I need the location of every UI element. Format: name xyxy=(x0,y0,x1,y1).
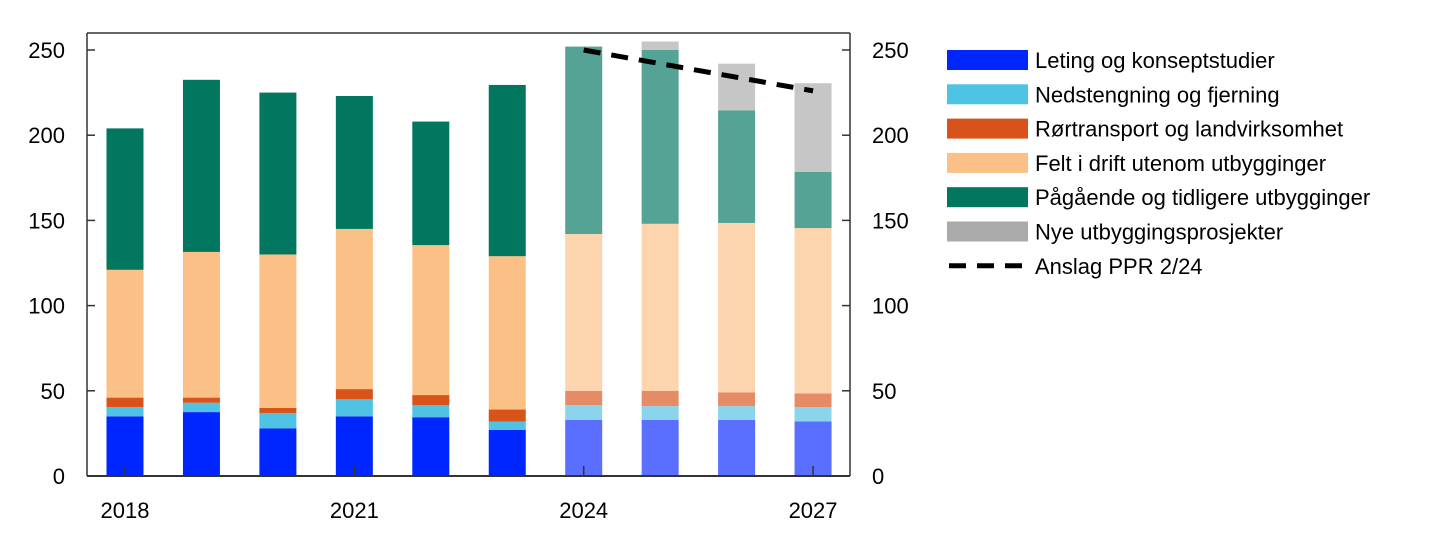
legend-label-0: Leting og konseptstudier xyxy=(1035,48,1275,73)
legend-swatch-2 xyxy=(947,118,1028,139)
bar-segment-2027-5 xyxy=(794,83,832,172)
legend: Leting og konseptstudier Nedstengning og … xyxy=(947,48,1370,279)
bar-segment-2022-0 xyxy=(412,417,450,476)
bar-segment-2026-2 xyxy=(718,392,756,407)
y-tick-label-left: 200 xyxy=(28,123,65,148)
legend-swatch-3 xyxy=(947,152,1028,173)
bar-segment-2026-1 xyxy=(718,406,756,420)
bar-segment-2025-0 xyxy=(641,419,679,476)
bar-segment-2019-3 xyxy=(182,251,220,398)
bar-segment-2018-1 xyxy=(106,406,144,417)
y-tick-label-left: 0 xyxy=(53,464,65,489)
bar-segment-2022-4 xyxy=(412,121,450,246)
y-tick-label-right: 150 xyxy=(872,208,909,233)
legend-label-3: Felt i drift utenom utbygginger xyxy=(1035,151,1326,176)
x-tick-label: 2027 xyxy=(789,498,838,523)
x-tick-label: 2021 xyxy=(330,498,379,523)
y-tick-label-right: 250 xyxy=(872,38,909,63)
bar-segment-2027-1 xyxy=(794,406,832,422)
bar-segment-2021-2 xyxy=(335,389,373,400)
y-tick-label-left: 250 xyxy=(28,38,65,63)
bar-segment-2020-4 xyxy=(259,92,297,255)
legend-label-5: Nye utbyggingsprosjekter xyxy=(1035,220,1283,245)
bar-segment-2025-4 xyxy=(641,50,679,224)
bar-segment-2024-2 xyxy=(565,390,603,406)
bar-segment-2025-3 xyxy=(641,223,679,391)
bar-segment-2022-1 xyxy=(412,405,450,418)
legend-swatch-0 xyxy=(947,50,1028,70)
legend-swatch-1 xyxy=(947,84,1028,105)
bar-segment-2023-3 xyxy=(488,256,526,410)
bar-segment-2022-2 xyxy=(412,395,450,406)
bar-segment-2023-2 xyxy=(488,409,526,422)
y-tick-label-right: 50 xyxy=(872,379,896,404)
bar-segment-2021-1 xyxy=(335,399,373,417)
axes: 0 0 50 50 100 100 150 150 200 200 250 250 2018 2021 20… xyxy=(28,32,909,523)
bar-segment-2023-4 xyxy=(488,84,526,257)
bar-segment-2019-1 xyxy=(182,402,220,413)
y-tick-label-right: 0 xyxy=(872,464,884,489)
y-tick-label-right: 200 xyxy=(872,123,909,148)
forecast-line xyxy=(583,47,814,94)
bar-segment-2027-3 xyxy=(794,228,832,394)
bar-segment-2020-1 xyxy=(259,412,297,429)
bar-segment-2026-4 xyxy=(718,110,756,223)
bar-segment-2024-1 xyxy=(565,405,603,420)
y-tick-label-left: 50 xyxy=(41,379,65,404)
bar-segment-2018-3 xyxy=(106,269,144,398)
legend-label-4: Pågående og tidligere utbygginger xyxy=(1035,185,1370,210)
bar-segment-2025-1 xyxy=(641,406,679,420)
bar-segment-2026-3 xyxy=(718,222,756,393)
bar-segment-2024-4 xyxy=(565,46,603,235)
x-tick-label: 2024 xyxy=(559,498,608,523)
bars xyxy=(106,41,832,476)
bar-segment-2025-5 xyxy=(641,41,679,50)
bar-segment-2019-2 xyxy=(182,397,220,403)
legend-label-line: Anslag PPR 2/24 xyxy=(1035,254,1203,279)
legend-swatch-5 xyxy=(947,221,1028,242)
x-tick-label: 2018 xyxy=(101,498,150,523)
y-tick-label-left: 100 xyxy=(28,294,65,319)
bar-segment-2026-5 xyxy=(718,63,756,111)
bar-segment-2020-0 xyxy=(259,428,297,476)
bar-segment-2023-0 xyxy=(488,429,526,476)
bar-segment-2018-4 xyxy=(106,128,144,270)
bar-segment-2027-4 xyxy=(794,171,832,229)
legend-label-2: Rørtransport og landvirksomhet xyxy=(1035,117,1343,142)
bar-segment-2025-2 xyxy=(641,390,679,407)
bar-segment-2021-3 xyxy=(335,228,373,390)
y-tick-label-right: 100 xyxy=(872,294,909,319)
bar-segment-2024-3 xyxy=(565,234,603,391)
bar-segment-2022-3 xyxy=(412,245,450,396)
bar-segment-2020-2 xyxy=(259,407,297,413)
bar-segment-2018-2 xyxy=(106,397,144,407)
bar-segment-2021-4 xyxy=(335,96,373,229)
y-tick-label-left: 150 xyxy=(28,208,65,233)
bar-segment-2019-4 xyxy=(182,79,220,252)
bar-segment-2020-3 xyxy=(259,254,297,408)
bar-segment-2019-0 xyxy=(182,412,220,476)
legend-label-1: Nedstengning og fjerning xyxy=(1035,82,1280,107)
legend-swatch-4 xyxy=(947,187,1028,208)
bar-segment-2027-2 xyxy=(794,393,832,407)
bar-segment-2023-1 xyxy=(488,421,526,430)
bar-segment-2026-0 xyxy=(718,419,756,476)
